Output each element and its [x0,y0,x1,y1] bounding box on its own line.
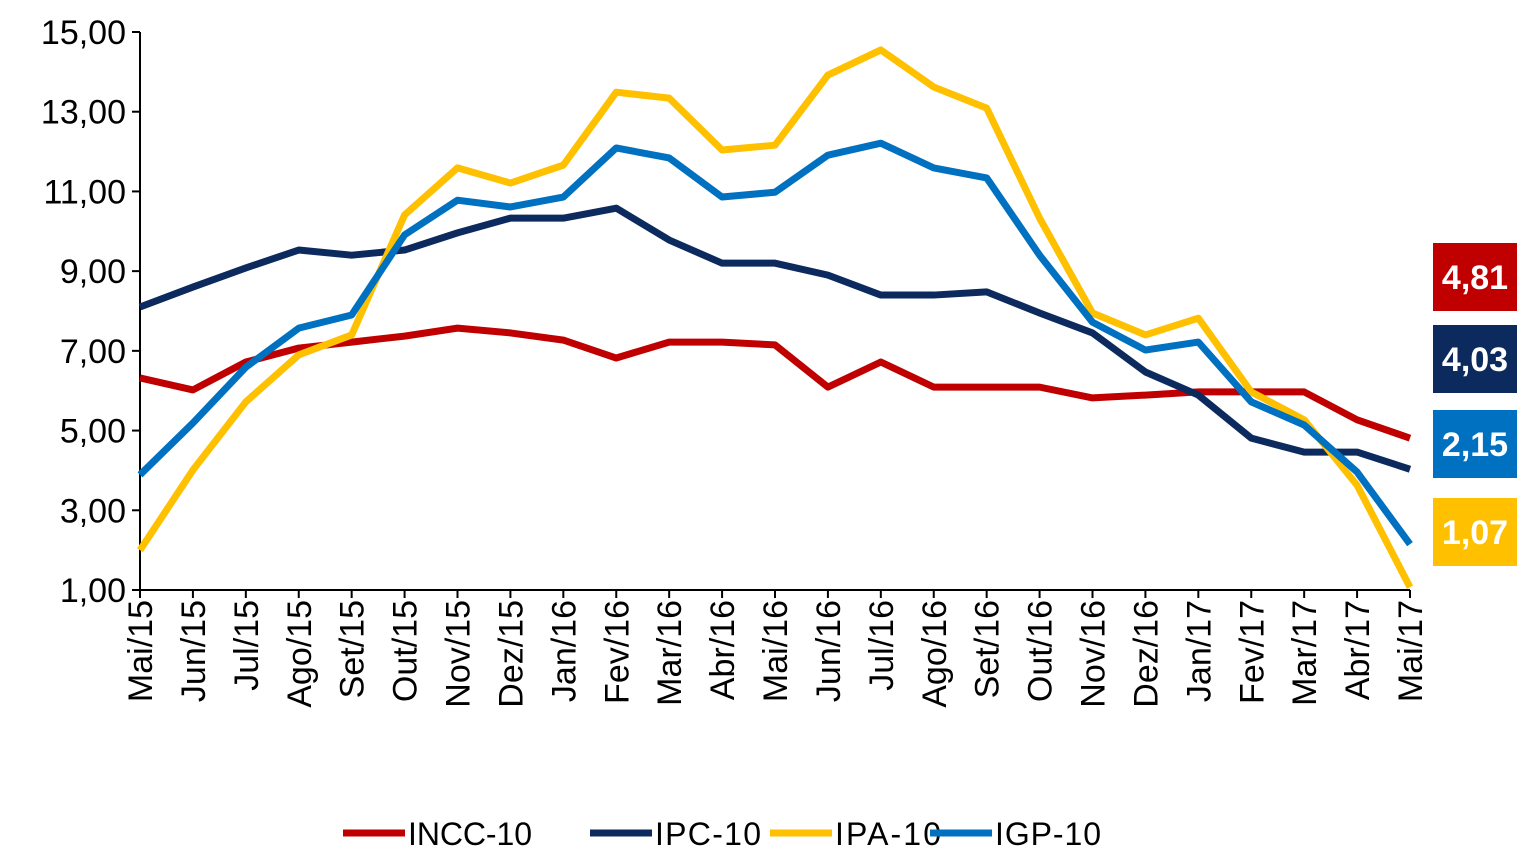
x-tick-label: Nov/16 [1075,600,1113,708]
x-tick-label: Fev/16 [598,600,636,704]
legend-label: IPA-10 [835,816,941,852]
x-tick-label: Mai/17 [1392,600,1430,702]
y-tick-label: 9,00 [60,253,126,291]
y-tick-label: 1,00 [60,572,126,610]
x-tick-label: Out/15 [387,600,425,702]
y-tick-label: 7,00 [60,333,126,371]
y-tick-label: 15,00 [41,14,126,52]
x-tick-label: Mai/16 [757,600,795,702]
end-label: 4,81 [1442,259,1508,297]
x-tick-label: Jan/16 [545,600,583,702]
x-tick-label: Nov/15 [440,600,478,708]
x-tick-label: Mai/15 [122,600,160,702]
x-tick-label: Jul/15 [228,600,266,691]
end-label-box [1433,243,1517,311]
end-label: 1,07 [1442,514,1508,552]
end-label: 4,03 [1442,341,1508,379]
x-tick-label: Ago/15 [281,600,319,708]
series-line [137,46,1414,589]
x-tick-label: Out/16 [1022,600,1060,702]
legend-label: IPC-10 [655,816,761,852]
x-tick-label: Ago/16 [916,600,954,708]
end-label-box [1433,410,1517,478]
x-tick-label: Abr/16 [704,600,742,700]
x-tick-label: Jun/15 [175,600,213,702]
end-label-box [1433,498,1517,566]
series-line [137,139,1413,547]
end-label-box [1433,325,1517,393]
x-tick-label: Set/15 [334,600,372,698]
y-tick-label: 11,00 [43,173,126,211]
x-tick-label: Jul/16 [863,600,901,691]
series-line [138,204,1412,473]
x-tick-label: Dez/16 [1127,600,1165,708]
legend-label: IGP-10 [995,816,1101,852]
x-tick-label: Jun/16 [810,600,848,702]
x-tick-label: Fev/17 [1233,600,1271,704]
end-label: 2,15 [1442,426,1508,464]
y-tick-label: 13,00 [41,94,126,132]
x-tick-label: Abr/17 [1339,600,1377,700]
x-tick-label: Dez/15 [492,600,530,708]
legend-label: INCC-10 [408,816,532,852]
x-tick-label: Mar/17 [1286,600,1324,706]
x-tick-label: Jan/17 [1180,600,1218,702]
y-tick-label: 3,00 [60,492,126,530]
x-tick-label: Set/16 [969,600,1007,698]
y-tick-label: 5,00 [60,413,126,451]
x-tick-label: Mar/16 [651,600,689,706]
